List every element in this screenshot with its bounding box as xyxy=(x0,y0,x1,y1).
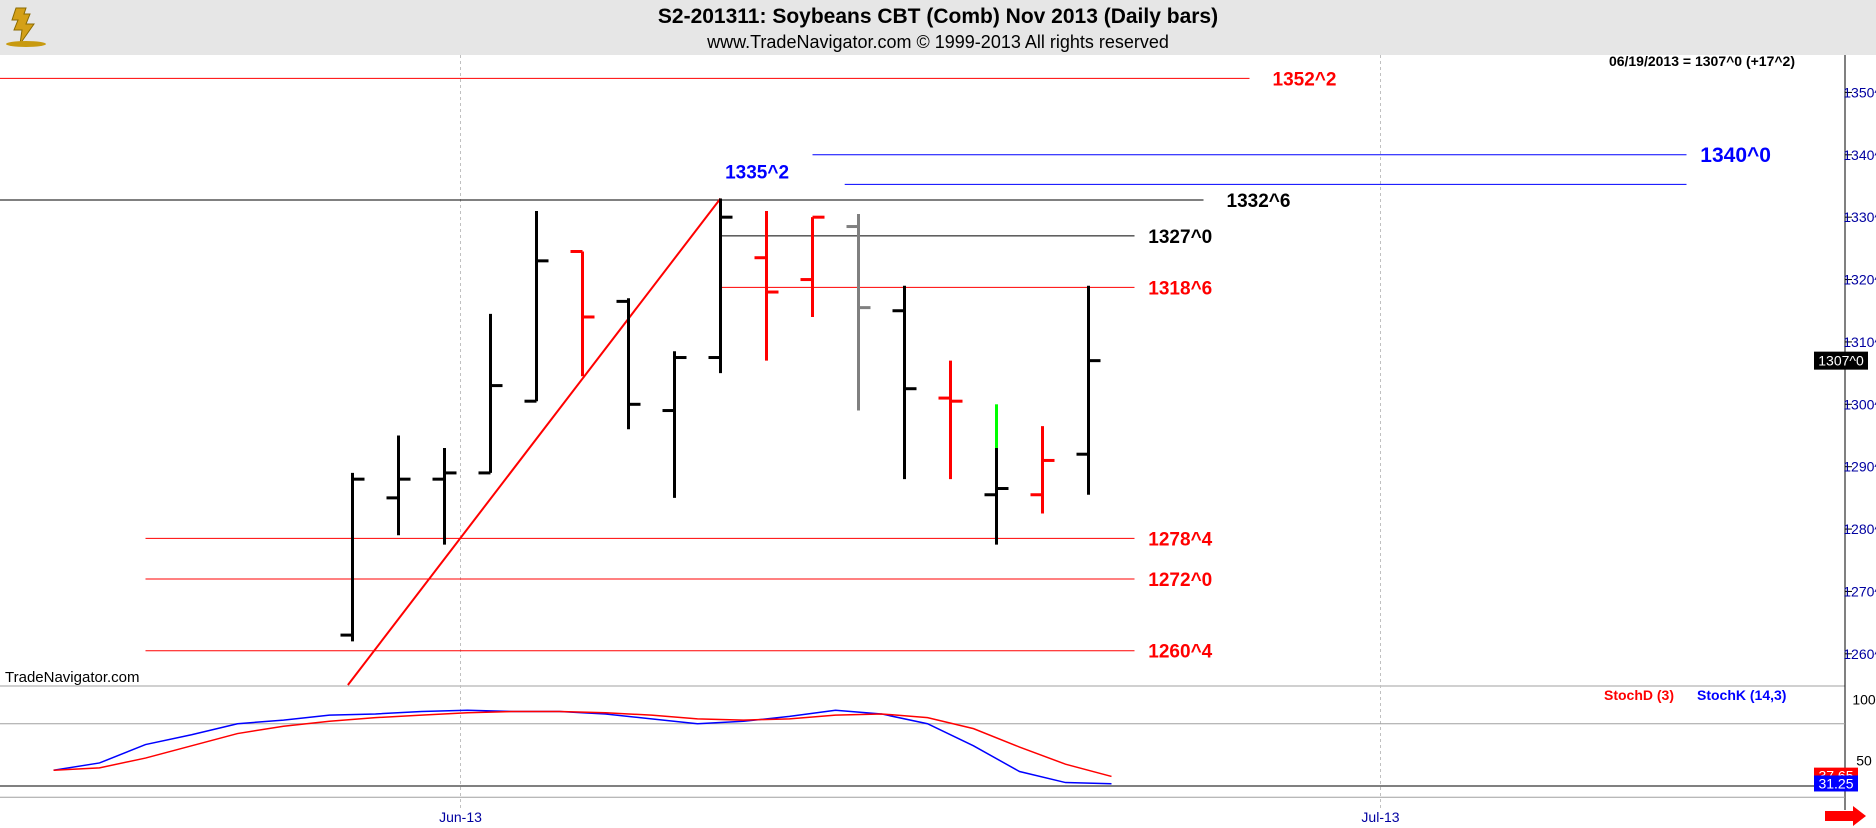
time-axis: Jun-13 Jul-13 xyxy=(439,809,1400,825)
level-label-1327^0: 1327^0 xyxy=(1148,227,1212,248)
time-label: Jul-13 xyxy=(1361,809,1399,825)
level-label-1318^6: 1318^6 xyxy=(1148,278,1212,299)
ohlc-bar xyxy=(616,298,641,430)
price-tick-label: 1280^0 xyxy=(1843,521,1876,537)
price-tick-label: 1350^0 xyxy=(1843,84,1876,100)
level-label-1278^4: 1278^4 xyxy=(1148,529,1212,550)
stoch-tick-label: 50 xyxy=(1856,753,1872,769)
last-price-label: 1307^0 xyxy=(1818,353,1864,369)
title-bar xyxy=(0,0,1876,55)
ohlc-bar xyxy=(754,210,779,361)
watermark-text: TradeNavigator.com xyxy=(5,669,140,686)
logo-icon xyxy=(6,6,46,47)
ohlc-bar xyxy=(1030,426,1055,514)
ohlc-bar xyxy=(662,351,687,498)
ohlc-bar xyxy=(478,313,503,475)
ohlc-bar xyxy=(1076,285,1101,495)
stoch-legend-1: StochK (14,3) xyxy=(1697,687,1786,703)
ohlc-bars xyxy=(340,198,1101,642)
support-resistance-levels: 1352^2 1340^0 1335^2 1332^6 1327^0 1318^6 1278… xyxy=(0,69,1771,663)
stochK-line xyxy=(53,709,1112,785)
price-tick-label: 1270^0 xyxy=(1843,583,1876,599)
chart-title: S2-201311: Soybeans CBT (Comb) Nov 2013 … xyxy=(658,5,1218,28)
time-label: Jun-13 xyxy=(439,809,482,825)
price-tick-label: 1330^0 xyxy=(1843,209,1876,225)
ohlc-bar xyxy=(846,214,871,411)
price-tick-label: 1290^0 xyxy=(1843,459,1876,475)
ohlc-bar xyxy=(938,360,963,480)
quote-readout: 06/19/2013 = 1307^0 (+17^2) xyxy=(1609,53,1795,69)
level-label-1352^2: 1352^2 xyxy=(1273,69,1337,90)
stochD-line xyxy=(53,710,1112,778)
ohlc-bar xyxy=(708,198,733,374)
ohlc-bar xyxy=(984,404,1009,545)
price-axis: 1260^0 1270^0 1280^0 1290^0 1300^0 1310^0 1320… xyxy=(1814,84,1876,662)
trendline xyxy=(347,197,722,686)
ohlc-bar xyxy=(340,472,365,642)
stoch-value-label: 31.25 xyxy=(1818,775,1853,791)
stoch-legend-0: StochD (3) xyxy=(1604,687,1674,703)
ohlc-bar xyxy=(432,447,457,545)
trendline-segment xyxy=(347,197,722,686)
copyright-text: www.TradeNavigator.com © 1999-2013 All r… xyxy=(706,32,1169,52)
ohlc-bar xyxy=(892,285,917,480)
stoch-value-tag xyxy=(1814,775,1858,792)
level-label-1335^2: 1335^2 xyxy=(725,162,789,183)
price-tick-label: 1300^0 xyxy=(1843,396,1876,412)
level-label-1332^6: 1332^6 xyxy=(1227,191,1291,212)
level-label-1272^0: 1272^0 xyxy=(1148,570,1212,591)
ohlc-bar xyxy=(386,435,411,536)
price-tick-label: 1340^0 xyxy=(1843,147,1876,163)
ohlc-bar xyxy=(800,215,825,317)
ohlc-bar xyxy=(524,210,549,403)
grid-lines xyxy=(460,55,1381,810)
price-tick-label: 1260^0 xyxy=(1843,646,1876,662)
level-label-1260^4: 1260^4 xyxy=(1148,642,1212,663)
price-tick-label: 1310^0 xyxy=(1843,334,1876,350)
level-label-1340^0: 1340^0 xyxy=(1700,144,1771,167)
scroll-right-arrow-icon[interactable] xyxy=(1825,806,1866,826)
stoch-tick-label: 100 xyxy=(1852,691,1876,707)
ohlc-bar xyxy=(570,249,595,377)
last-price-tag xyxy=(1814,351,1868,370)
price-tick-label: 1320^0 xyxy=(1843,272,1876,288)
